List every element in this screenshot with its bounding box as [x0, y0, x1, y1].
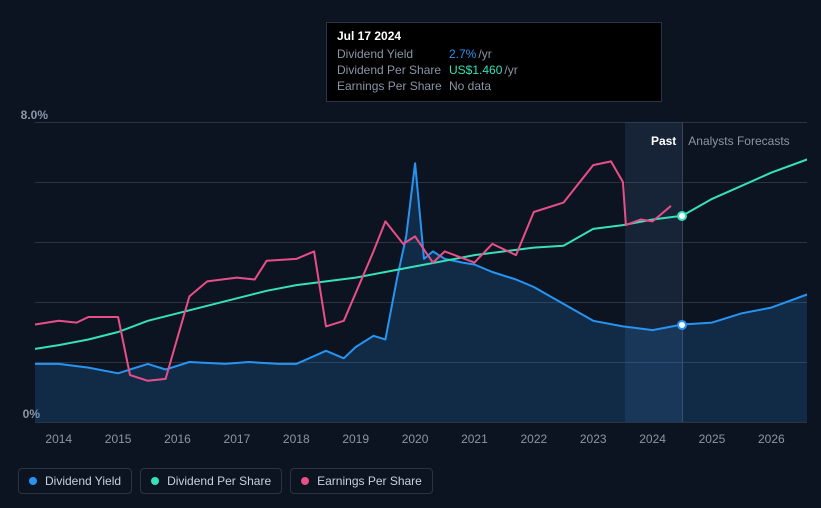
x-tick: 2026	[758, 432, 785, 446]
tooltip-row: Dividend Yield2.7% /yr	[337, 47, 651, 61]
x-tick: 2017	[224, 432, 251, 446]
legend-dot-icon	[151, 477, 159, 485]
tooltip-row-label: Earnings Per Share	[337, 79, 449, 93]
tooltip-row-value: US$1.460	[449, 63, 502, 77]
y-axis-min-label: 0%	[0, 407, 40, 421]
chart-legend: Dividend Yield Dividend Per Share Earnings…	[18, 468, 433, 494]
legend-label: Dividend Per Share	[167, 474, 271, 488]
y-axis-max-label: 8.0%	[0, 108, 48, 122]
legend-label: Earnings Per Share	[317, 474, 422, 488]
x-tick: 2015	[105, 432, 132, 446]
legend-item-earnings-per-share[interactable]: Earnings Per Share	[290, 468, 433, 494]
tooltip-row-value: 2.7%	[449, 47, 476, 61]
x-tick: 2025	[699, 432, 726, 446]
tooltip-row: Dividend Per ShareUS$1.460 /yr	[337, 63, 651, 77]
tooltip-row-label: Dividend Per Share	[337, 63, 449, 77]
tooltip-row-value: No data	[449, 79, 491, 93]
tooltip-row-unit: /yr	[504, 63, 517, 77]
tooltip-row-label: Dividend Yield	[337, 47, 449, 61]
x-tick: 2022	[520, 432, 547, 446]
legend-item-dividend-yield[interactable]: Dividend Yield	[18, 468, 132, 494]
x-tick: 2018	[283, 432, 310, 446]
tooltip-date: Jul 17 2024	[337, 29, 651, 43]
x-axis: 2014 2015 2016 2017 2018 2019 2020 2021 2022 2023…	[35, 432, 807, 452]
legend-item-dividend-per-share[interactable]: Dividend Per Share	[140, 468, 282, 494]
x-tick: 2019	[342, 432, 369, 446]
chart-plot-area[interactable]: Past Analysts Forecasts	[35, 122, 807, 422]
dividend_yield-area	[35, 163, 807, 422]
x-tick: 2021	[461, 432, 488, 446]
x-tick: 2016	[164, 432, 191, 446]
chart-tooltip: Jul 17 2024 Dividend Yield2.7% /yrDivide…	[326, 22, 662, 102]
x-tick: 2014	[45, 432, 72, 446]
x-tick: 2024	[639, 432, 666, 446]
tooltip-row: Earnings Per ShareNo data	[337, 79, 651, 93]
x-tick: 2020	[402, 432, 429, 446]
legend-label: Dividend Yield	[45, 474, 121, 488]
chart-svg	[35, 122, 807, 422]
dividend_yield-marker	[677, 320, 687, 330]
dividend_per_share-marker	[677, 211, 687, 221]
legend-dot-icon	[29, 477, 37, 485]
gridline	[35, 422, 807, 423]
x-tick: 2023	[580, 432, 607, 446]
legend-dot-icon	[301, 477, 309, 485]
tooltip-row-unit: /yr	[478, 47, 491, 61]
